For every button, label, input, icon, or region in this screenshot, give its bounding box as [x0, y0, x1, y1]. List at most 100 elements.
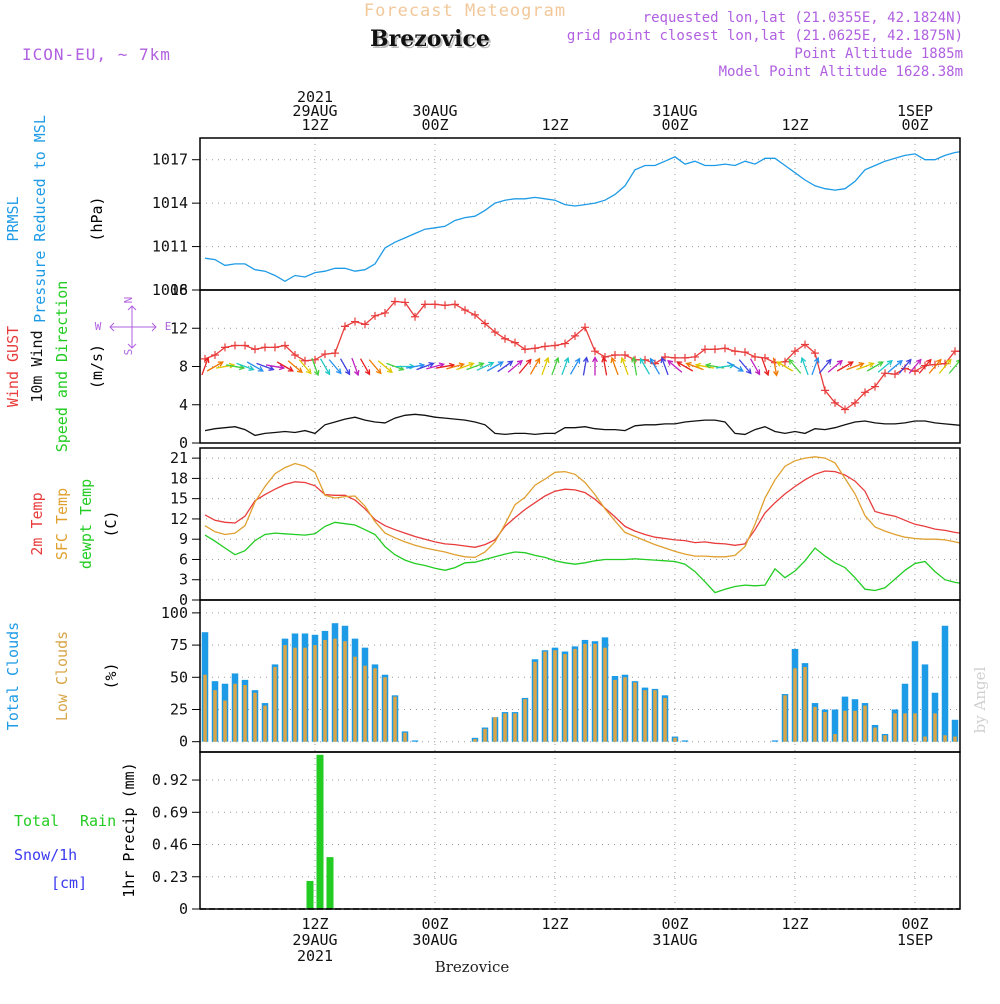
total-cloud-bar: [951, 719, 959, 742]
temperature-y-tick-label: 9: [179, 530, 188, 548]
precip-axis-label: 1hr Precip (mm): [120, 762, 138, 897]
wind-arrow-head: [582, 356, 589, 363]
precip-label-total: Total: [14, 812, 59, 830]
compass-ew-arrows: [109, 322, 157, 332]
gust-marker: [751, 352, 759, 361]
wind-arrow-head: [324, 369, 331, 376]
compass-south: S: [122, 349, 135, 356]
wind-arrow: [497, 360, 513, 373]
gust-marker: [421, 300, 429, 309]
wind-arrow-head: [776, 361, 783, 367]
low-cloud-bar: [203, 674, 207, 742]
gust-marker: [551, 341, 559, 350]
low-cloud-bar: [373, 668, 377, 742]
low-cloud-bar: [923, 736, 927, 742]
wind-arrow-head: [248, 365, 255, 371]
total-cloud-bar: [941, 625, 949, 742]
gust-marker: [381, 308, 389, 317]
wind-arrow: [632, 357, 638, 376]
gust-marker: [521, 345, 529, 354]
gust-marker: [671, 353, 679, 362]
grid-point-coords: grid point closest lon,lat (21.0625E, 42…: [567, 28, 963, 44]
wind-axis-label: Speed and Direction: [53, 281, 71, 453]
pressure-axis-label: Pressure Reduced to MSL: [31, 115, 49, 323]
wind-arrow-head: [488, 361, 495, 368]
requested-coords: requested lon,lat (21.0355E, 42.1824N): [643, 10, 963, 26]
wind-arrow: [788, 359, 802, 374]
temperature-y-tick-label: 6: [179, 550, 188, 568]
low-cloud-bar: [623, 677, 627, 742]
bottom-time-label: 12Z: [541, 915, 568, 933]
wind-arrow: [386, 362, 404, 371]
wind-arrow: [226, 364, 244, 369]
wind-arrow: [359, 358, 371, 375]
gust-marker: [251, 345, 259, 354]
temperature-y-tick-label: 3: [179, 571, 188, 589]
pressure-panel: 1008 1011 1014 1017 PRMSL Pressure Reduced to…: [4, 115, 961, 323]
low-cloud-bar: [343, 641, 347, 742]
wind-arrow-head: [925, 358, 932, 365]
gust-marker: [351, 317, 359, 326]
low-cloud-bar: [893, 713, 897, 742]
pressure-y-tick-label: 1011: [152, 238, 188, 256]
wind-arrow-head: [543, 356, 550, 364]
location-title-shadow: Brezovice: [372, 28, 492, 54]
low-cloud-bar: [913, 713, 917, 742]
wind-arrow-head: [478, 362, 485, 368]
wind-arrow-head: [915, 358, 922, 365]
wind-arrow-head: [694, 362, 702, 369]
gust-marker: [811, 349, 819, 358]
wind-arrow-head: [238, 364, 246, 371]
wind-arrow-head: [553, 356, 560, 364]
gust-marker: [661, 352, 669, 361]
wind-arrow: [772, 357, 778, 376]
gust-marker: [371, 311, 379, 320]
wind-arrow-head: [905, 358, 912, 365]
wind-arrow-head: [620, 356, 627, 364]
compass-west: W: [95, 320, 102, 333]
wind-arrow-head: [268, 365, 275, 371]
low-cloud-bar: [293, 647, 297, 742]
gust-marker: [471, 310, 479, 319]
wind-arrow: [377, 360, 393, 373]
low-cloud-bar: [523, 699, 527, 742]
precip-y-tick-label: 0.69: [152, 803, 188, 821]
low-cloud-bar: [403, 732, 407, 742]
temperature-y-tick-label: 0: [179, 591, 188, 609]
model-altitude: Model Point Altitude 1628.38m: [719, 64, 963, 80]
wind-arrow: [529, 358, 541, 375]
wind-arrow: [761, 357, 769, 376]
precip-label-cm: [cm]: [51, 874, 87, 892]
clouds-axis-label: Low Clouds: [53, 631, 71, 721]
credit-watermark: by Angel: [971, 666, 989, 733]
wind-arrow-head: [418, 362, 426, 369]
gust-marker: [861, 388, 869, 397]
wind-arrow-head: [631, 356, 638, 363]
rain-bar: [306, 880, 314, 909]
gust-marker: [711, 345, 719, 354]
wind-arrow-head: [788, 358, 795, 365]
wind-arrow: [507, 360, 523, 373]
low-cloud-bar: [253, 692, 257, 742]
wind-arrow: [836, 361, 854, 372]
gust-marker: [461, 306, 469, 315]
wind-arrow: [846, 362, 864, 371]
gust-marker: [741, 348, 749, 357]
gust-marker: [441, 301, 449, 310]
gust-marker: [701, 345, 709, 354]
wind-arrow-head: [868, 362, 875, 368]
wind-arrow: [918, 359, 932, 374]
low-cloud-bar: [213, 690, 217, 742]
wind-arrow: [676, 361, 694, 372]
low-cloud-bar: [313, 645, 317, 742]
wind-y-tick-label: 8: [179, 358, 188, 376]
wind-arrow: [426, 363, 444, 370]
wind-arrow-head: [858, 362, 865, 368]
wind-arrow-head: [676, 361, 683, 367]
wind-arrow-head: [203, 356, 210, 364]
gust-marker: [411, 312, 419, 321]
low-cloud-bar: [783, 695, 787, 742]
wind-arrow-head: [296, 367, 303, 374]
